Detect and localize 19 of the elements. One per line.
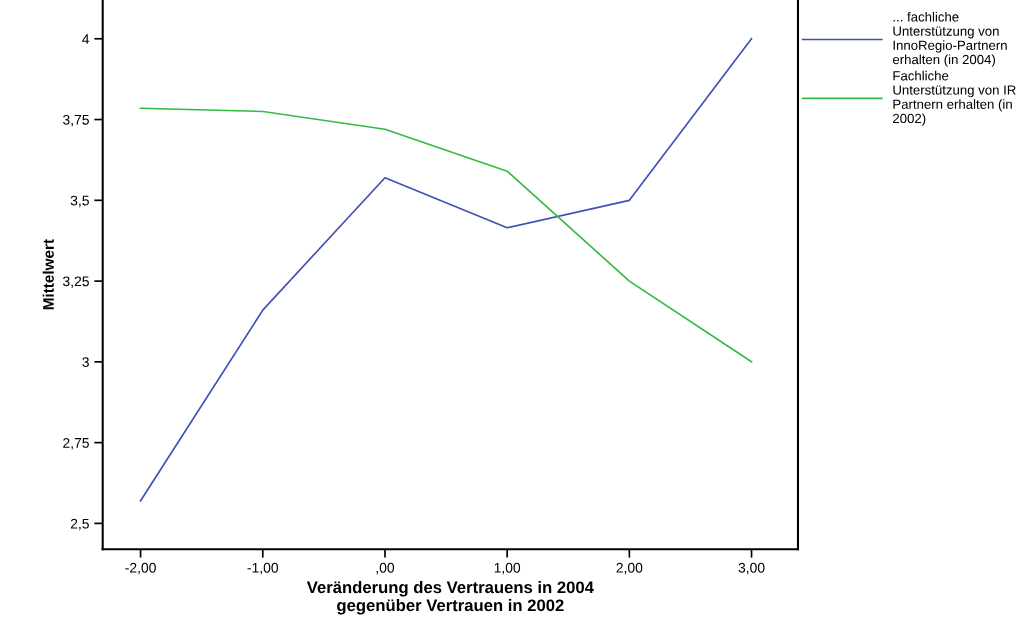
y-axis-title: Mittelwert xyxy=(42,239,54,310)
x-tick-label: -1,00 xyxy=(247,562,279,575)
x-tick-label: 1,00 xyxy=(494,562,521,575)
x-tick-label: 2,00 xyxy=(616,562,643,575)
line-series xyxy=(139,37,753,502)
y-tick-label: 3 xyxy=(82,357,89,368)
y-tick-label: 2,5 xyxy=(70,518,89,531)
x-tick-label: ,00 xyxy=(376,562,395,575)
x-axis-title: Veränderung des Vertrauens in 2004 gegenüber Vertrauen in 2002 xyxy=(306,580,594,615)
x-tick-label: 3,00 xyxy=(738,562,765,575)
text: Fachliche Unterstützung von IR Partnern erhalten (in 2002) xyxy=(893,70,1016,126)
y-tick-label: 4 xyxy=(82,34,90,44)
text: ... fachliche Unterstützung von InnoRegio-Partnern erhalten (in 2004) xyxy=(892,11,1007,67)
line-series xyxy=(139,107,753,363)
x-tick-label: -2,00 xyxy=(125,562,156,575)
y-tick-label: 3,25 xyxy=(63,276,89,288)
y-tick-label: 3,75 xyxy=(63,114,89,127)
y-tick-label: 2,75 xyxy=(63,437,89,450)
y-tick-label: 3,5 xyxy=(70,195,89,208)
